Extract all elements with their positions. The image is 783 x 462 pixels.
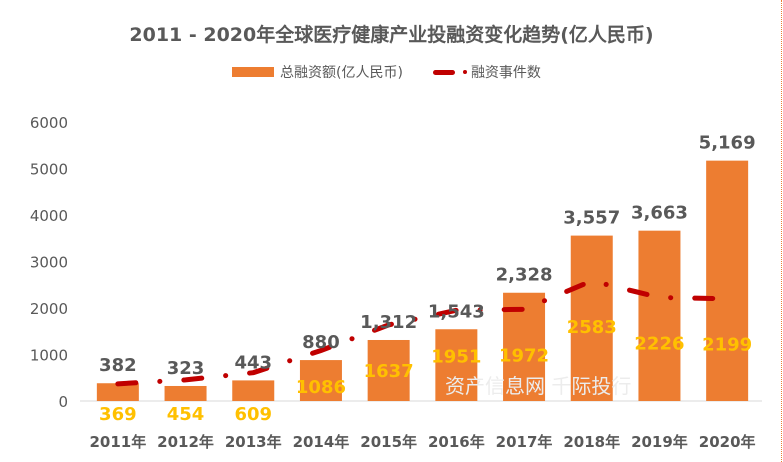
- bar-data-label: 5,169: [699, 133, 756, 154]
- line-series: [115, 278, 730, 387]
- bar-data-label: 3,663: [631, 203, 688, 224]
- bar: [435, 329, 478, 401]
- chart-title: 2011 - 2020年全球医疗健康产业投融资变化趋势(亿人民币): [129, 24, 654, 46]
- bar: [96, 383, 139, 401]
- x-tick-label: 2015年: [360, 433, 417, 451]
- y-tick-label: 5000: [30, 161, 68, 179]
- y-tick-label: 0: [58, 393, 68, 411]
- line-data-label: 1972: [499, 345, 549, 366]
- line-data-label: 2583: [567, 317, 617, 338]
- bar-data-label: 1,312: [360, 312, 417, 333]
- bar: [164, 385, 207, 401]
- bar: [299, 360, 342, 401]
- y-tick-label: 3000: [30, 254, 68, 272]
- bar-data-label: 323: [167, 358, 205, 379]
- bar: [706, 160, 749, 401]
- bar-data-label: 1,543: [428, 301, 485, 322]
- frame-border: [781, 0, 782, 462]
- legend-swatch-bar: [232, 67, 274, 77]
- bar-data-label: 2,328: [496, 265, 553, 286]
- bar-data-label: 880: [302, 332, 340, 353]
- x-tick-label: 2014年: [293, 433, 350, 451]
- legend-swatch-dot: [462, 70, 467, 74]
- line-data-label: 609: [234, 404, 272, 425]
- line-data-label: 2199: [702, 335, 752, 356]
- bar: [367, 339, 410, 401]
- bar: [232, 380, 275, 401]
- x-tick-label: 2016年: [428, 433, 485, 451]
- y-tick-label: 4000: [30, 207, 68, 225]
- line-data-label: 1086: [296, 377, 346, 398]
- watermark: 资产信息网 千际投行: [445, 374, 631, 398]
- x-tick-label: 2012年: [157, 433, 214, 451]
- x-tick-label: 2011年: [89, 433, 146, 451]
- x-tick-label: 2019年: [631, 433, 688, 451]
- bar-data-label: 382: [99, 355, 137, 376]
- legend: 总融资额(亿人民币) 融资事件数: [232, 62, 541, 82]
- line-data-label: 454: [167, 404, 205, 425]
- legend-swatch-line: [432, 69, 455, 75]
- line-data-label: 1951: [431, 346, 481, 367]
- line-data-label: 1637: [364, 361, 414, 382]
- y-tick-label: 6000: [30, 114, 68, 132]
- y-tick-label: 1000: [30, 347, 68, 365]
- x-tick-label: 2018年: [563, 433, 620, 451]
- bar: [570, 235, 613, 401]
- bar-data-label: 443: [234, 352, 272, 373]
- x-tick-label: 2013年: [225, 433, 282, 451]
- x-tick-label: 2017年: [496, 433, 553, 451]
- bar-data-label: 3,557: [563, 208, 620, 229]
- legend-label-line: 融资事件数: [470, 65, 541, 81]
- bar: [638, 230, 681, 401]
- line-data-label: 369: [99, 404, 137, 425]
- line-data-label: 2226: [634, 333, 684, 354]
- x-tick-label: 2020年: [699, 433, 756, 451]
- y-tick-label: 2000: [30, 300, 68, 318]
- legend-label-bar: 总融资额(亿人民币): [280, 65, 403, 81]
